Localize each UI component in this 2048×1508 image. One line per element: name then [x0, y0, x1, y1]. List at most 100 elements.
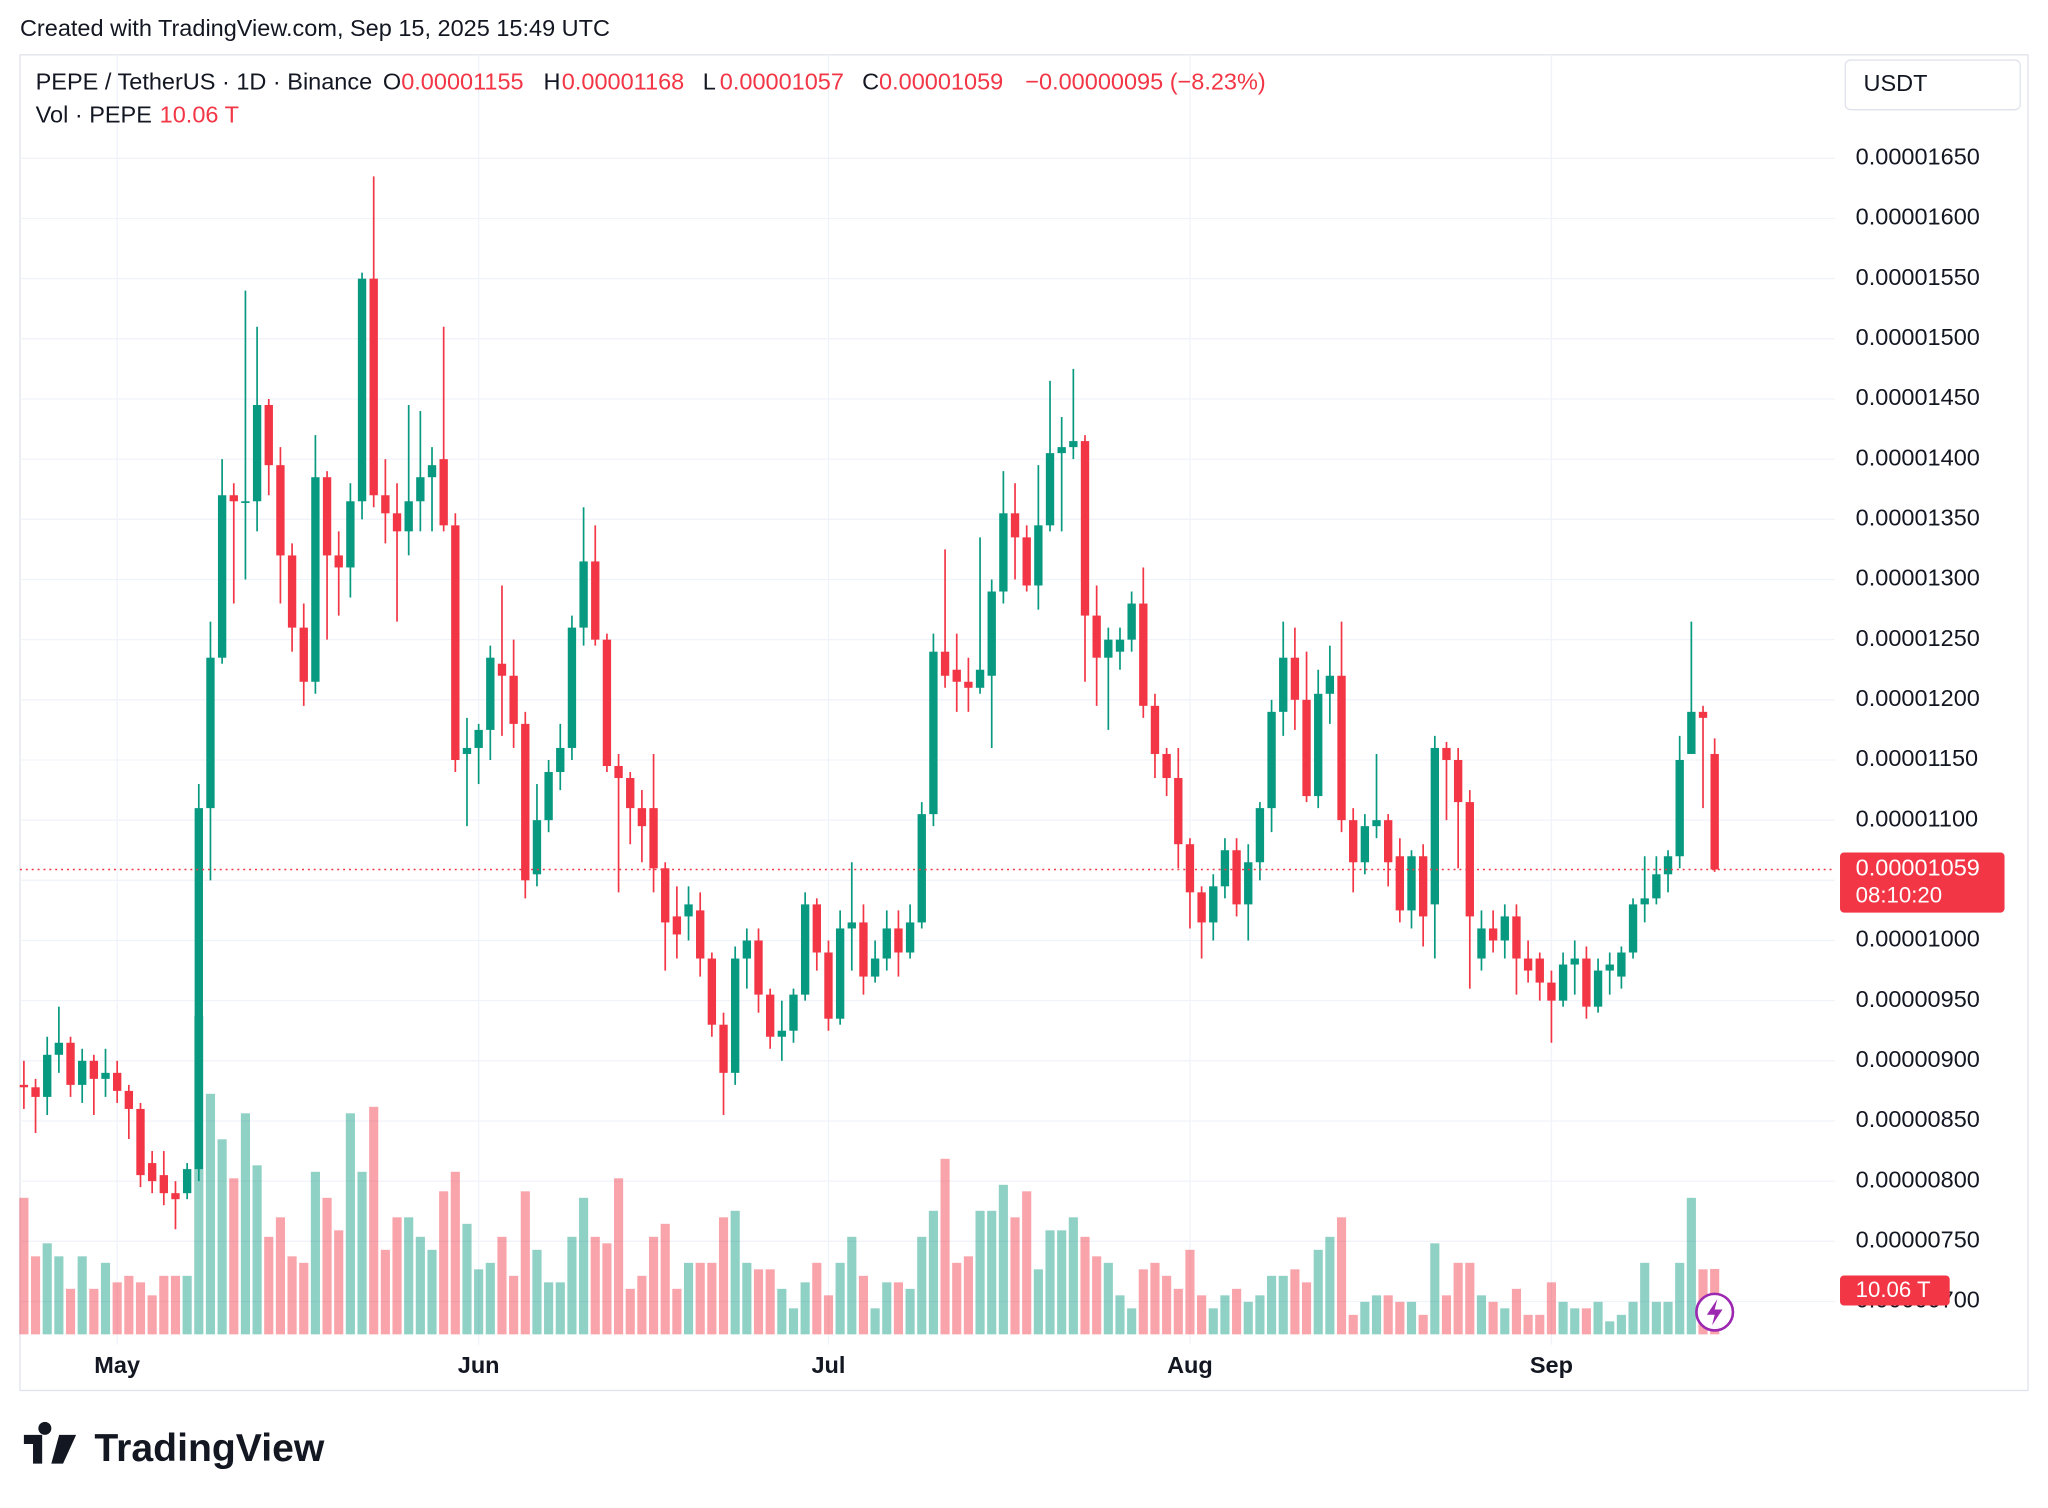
candle-body: [252, 405, 262, 502]
y-tick-label: 0.00000900: [1856, 1046, 1980, 1072]
candle-body: [824, 952, 833, 1019]
volume-bar: [625, 1288, 635, 1335]
candle-body: [556, 747, 565, 773]
volume-bar: [1488, 1301, 1498, 1335]
candle-body: [1069, 441, 1078, 448]
volume-bar: [1581, 1308, 1591, 1335]
candle-body: [1547, 982, 1556, 1001]
volume-bar: [1453, 1262, 1463, 1335]
candle-body: [1290, 657, 1300, 700]
volume-bar: [835, 1262, 845, 1335]
volume-bar: [1360, 1301, 1370, 1335]
volume-bar: [1197, 1295, 1207, 1335]
currency-box[interactable]: [1844, 59, 2021, 111]
candle-body: [894, 928, 903, 953]
ohlc-key: H: [544, 69, 561, 95]
x-tick-label: May: [94, 1352, 140, 1378]
volume-bar: [54, 1256, 64, 1335]
volume-bar: [1651, 1301, 1661, 1335]
volume-bar: [89, 1288, 99, 1335]
candle-body: [1115, 639, 1125, 652]
candle-body: [975, 669, 985, 688]
volume-bar: [1173, 1288, 1183, 1335]
y-tick-label: 0.00001550: [1856, 264, 1980, 290]
volume-bar: [882, 1282, 892, 1335]
candle-body: [1628, 904, 1638, 953]
candle-body: [462, 747, 472, 754]
ohlc-value: 0.00001057: [720, 69, 844, 95]
candle-body: [859, 922, 868, 977]
volume-bar: [637, 1275, 647, 1335]
logo: [23, 1421, 77, 1464]
volume-bar: [1616, 1314, 1626, 1335]
y-tick-label: 0.00001600: [1856, 204, 1980, 230]
candle-body: [905, 922, 915, 953]
volume-bar: [1127, 1308, 1137, 1335]
volume-bar: [998, 1184, 1008, 1335]
candle-body: [870, 958, 880, 977]
volume-bar: [975, 1210, 985, 1335]
volume-bar: [1418, 1314, 1428, 1335]
volume-bar: [800, 1282, 810, 1335]
candle-body: [882, 928, 891, 959]
candle-body: [1080, 441, 1090, 616]
candle-body: [602, 639, 612, 766]
logo-text: TradingView: [94, 1427, 324, 1470]
volume-bar: [264, 1236, 274, 1335]
y-tick-label: 0.00001450: [1856, 384, 1980, 410]
y-tick-label: 0.00000750: [1856, 1227, 1980, 1253]
currency[interactable]: USDT: [1864, 70, 1928, 96]
volume-bar: [229, 1178, 239, 1335]
candle-body: [544, 772, 553, 821]
candle-body: [591, 561, 600, 640]
candle-body: [847, 922, 856, 929]
volume-bar: [648, 1236, 659, 1335]
symbol: PEPE / TetherUS · 1D · Binance: [36, 69, 373, 95]
volume-bar: [415, 1236, 425, 1335]
candle-body: [1104, 639, 1113, 658]
volume-bar: [1033, 1269, 1043, 1335]
grid: [19, 54, 1835, 1345]
candle-body: [322, 477, 332, 556]
candle-body: [1453, 759, 1463, 803]
volume-bar: [275, 1217, 285, 1335]
volume-bar: [1185, 1249, 1195, 1335]
volume-bar: [987, 1210, 997, 1335]
candle-body: [1593, 970, 1603, 1007]
volume-bar: [170, 1275, 181, 1335]
volume-bar: [439, 1191, 449, 1335]
volume-bar: [1057, 1230, 1067, 1335]
volume-bar: [182, 1275, 192, 1335]
volume-bar: [1663, 1301, 1673, 1335]
candle-body: [754, 940, 763, 995]
candle-body: [334, 555, 343, 568]
candle-body: [1092, 615, 1101, 658]
candle-body: [1232, 850, 1241, 905]
y-tick-label: 0.00001300: [1856, 565, 1980, 591]
candle-body: [940, 651, 950, 676]
y-tick-label: 0.00001200: [1856, 685, 1980, 711]
volume-bar: [1150, 1262, 1160, 1335]
volume-bar: [1628, 1301, 1638, 1335]
candle-body: [451, 525, 460, 760]
volume-bar: [509, 1275, 519, 1335]
volume-bar: [392, 1217, 402, 1335]
volume-bar: [77, 1256, 87, 1335]
candle-body: [742, 940, 752, 959]
countdown: 08:10:20: [1856, 883, 1942, 908]
candle-body: [78, 1060, 87, 1085]
candle-body: [1325, 675, 1335, 694]
y-tick-label: 0.00001250: [1856, 625, 1980, 651]
change: −0.00000095 (−8.23%): [1025, 69, 1265, 95]
candle-body: [1605, 964, 1614, 971]
volume-bar: [497, 1236, 507, 1335]
volume-bar: [1103, 1262, 1113, 1335]
candle-body: [719, 1024, 728, 1073]
volume-bar: [112, 1282, 122, 1335]
last-price-box: [1840, 852, 2005, 913]
candle-body: [1267, 711, 1276, 809]
candle-body: [229, 495, 238, 502]
candle-body: [1477, 928, 1486, 959]
volume-bar: [217, 1139, 227, 1335]
